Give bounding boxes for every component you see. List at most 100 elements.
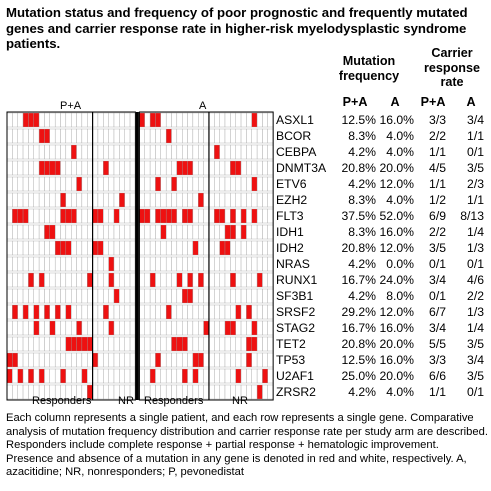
table-cell-resp-a: 3/5 [467, 161, 484, 175]
mutation-cell-wildtype [60, 256, 67, 272]
mutation-cell-wildtype [54, 368, 61, 384]
mutation-cell-wildtype [160, 240, 167, 256]
mutation-cell-wildtype [129, 144, 136, 160]
mutation-cell-wildtype [103, 384, 109, 400]
mutation-cell-wildtype [113, 320, 120, 336]
table-cell-resp-a: 1/1 [467, 193, 484, 207]
mutation-cell-wildtype [155, 144, 161, 160]
mutation-cell-mutated [49, 160, 56, 176]
mutation-cell-wildtype [198, 176, 204, 192]
gene-name: IDH1 [276, 225, 304, 239]
mutation-cell-wildtype [113, 256, 120, 272]
mutation-cell-wildtype [49, 112, 56, 128]
mutation-cell-wildtype [267, 336, 274, 352]
mutation-cell-wildtype [124, 336, 131, 352]
mutation-cell-wildtype [81, 176, 88, 192]
mutation-cell-wildtype [219, 144, 226, 160]
mutation-cell-wildtype [17, 320, 24, 336]
mutation-cell-wildtype [203, 208, 210, 224]
mutation-cell-wildtype [203, 224, 210, 240]
mutation-cell-wildtype [60, 112, 67, 128]
mutation-cell-wildtype [92, 272, 99, 288]
mutation-cell-wildtype [87, 112, 93, 128]
mutation-cell-wildtype [76, 240, 83, 256]
mutation-cell-wildtype [33, 272, 40, 288]
gene-name: BCOR [276, 129, 312, 143]
mutation-cell-wildtype [139, 320, 145, 336]
mutation-cell-wildtype [28, 128, 34, 144]
mutation-cell-wildtype [224, 112, 231, 128]
mutation-cell-wildtype [203, 384, 210, 400]
mutation-cell-wildtype [155, 192, 161, 208]
mutation-cell-wildtype [149, 224, 156, 240]
mutation-cell-wildtype [76, 256, 83, 272]
mutation-cell-wildtype [171, 272, 178, 288]
mutation-cell-wildtype [81, 112, 88, 128]
mutation-cell-wildtype [108, 144, 115, 160]
mutation-cell-wildtype [38, 352, 45, 368]
mutation-cell-wildtype [240, 112, 247, 128]
mutation-cell-wildtype [262, 128, 268, 144]
mutation-cell-wildtype [103, 224, 109, 240]
mutation-cell-mutated [108, 272, 115, 288]
mutation-cell-wildtype [12, 288, 18, 304]
mutation-cell-wildtype [187, 176, 194, 192]
mutation-cell-wildtype [129, 128, 136, 144]
table-cell-freq-a: 16.0% [379, 353, 414, 367]
gene-name: ETV6 [276, 177, 307, 191]
table-cell-resp-a: 8/13 [460, 209, 484, 223]
mutation-cell-mutated [6, 352, 13, 368]
mutation-cell-wildtype [87, 352, 93, 368]
table-cell-resp-a: 3/5 [467, 337, 484, 351]
mutation-cell-wildtype [235, 112, 242, 128]
mutation-cell-wildtype [54, 128, 61, 144]
mutation-cell-wildtype [240, 352, 247, 368]
mutation-cell-wildtype [144, 256, 151, 272]
mutation-cell-wildtype [149, 336, 156, 352]
mutation-cell-wildtype [267, 384, 274, 400]
mutation-cell-wildtype [240, 192, 247, 208]
mutation-cell-wildtype [81, 192, 88, 208]
mutation-cell-wildtype [44, 176, 50, 192]
table-cell-freq-pa: 25.0% [341, 369, 376, 383]
mutation-cell-wildtype [124, 240, 131, 256]
mutation-cell-wildtype [44, 288, 50, 304]
group-label-nr-pa: NR [118, 395, 134, 407]
mutation-cell-wildtype [139, 128, 145, 144]
mutation-cell-mutated [92, 352, 99, 368]
mutation-cell-wildtype [38, 320, 45, 336]
mutation-cell-wildtype [219, 224, 226, 240]
mutation-cell-wildtype [71, 272, 77, 288]
mutation-cell-wildtype [235, 144, 242, 160]
gene-name: EZH2 [276, 193, 308, 207]
mutation-cell-wildtype [214, 256, 220, 272]
mutation-cell-wildtype [65, 160, 72, 176]
mutation-cell-wildtype [235, 352, 242, 368]
mutation-cell-wildtype [113, 368, 120, 384]
mutation-cell-wildtype [54, 256, 61, 272]
mutation-cell-wildtype [113, 128, 120, 144]
mutation-cell-wildtype [113, 112, 120, 128]
mutation-cell-wildtype [129, 288, 136, 304]
mutation-cell-mutated [235, 368, 242, 384]
mutation-cell-wildtype [230, 144, 236, 160]
mutation-cell-wildtype [54, 320, 61, 336]
mutation-cell-wildtype [108, 224, 115, 240]
mutation-cell-wildtype [203, 144, 210, 160]
mutation-cell-wildtype [235, 288, 242, 304]
table-cell-freq-a: 12.0% [379, 305, 414, 319]
table-cell-resp-pa: 6/9 [429, 209, 446, 223]
mutation-cell-wildtype [256, 192, 263, 208]
table-cell-freq-a: 16.0% [379, 113, 414, 127]
mutation-cell-wildtype [97, 288, 104, 304]
mutation-cell-mutated [28, 368, 34, 384]
mutation-cell-wildtype [139, 304, 145, 320]
mutation-cell-wildtype [28, 192, 34, 208]
mutation-cell-wildtype [103, 288, 109, 304]
mutation-cell-wildtype [124, 224, 131, 240]
mutation-cell-wildtype [208, 208, 215, 224]
mutation-cell-wildtype [208, 240, 215, 256]
mutation-cell-wildtype [28, 352, 34, 368]
mutation-cell-wildtype [124, 272, 131, 288]
mutation-cell-mutated [155, 352, 161, 368]
